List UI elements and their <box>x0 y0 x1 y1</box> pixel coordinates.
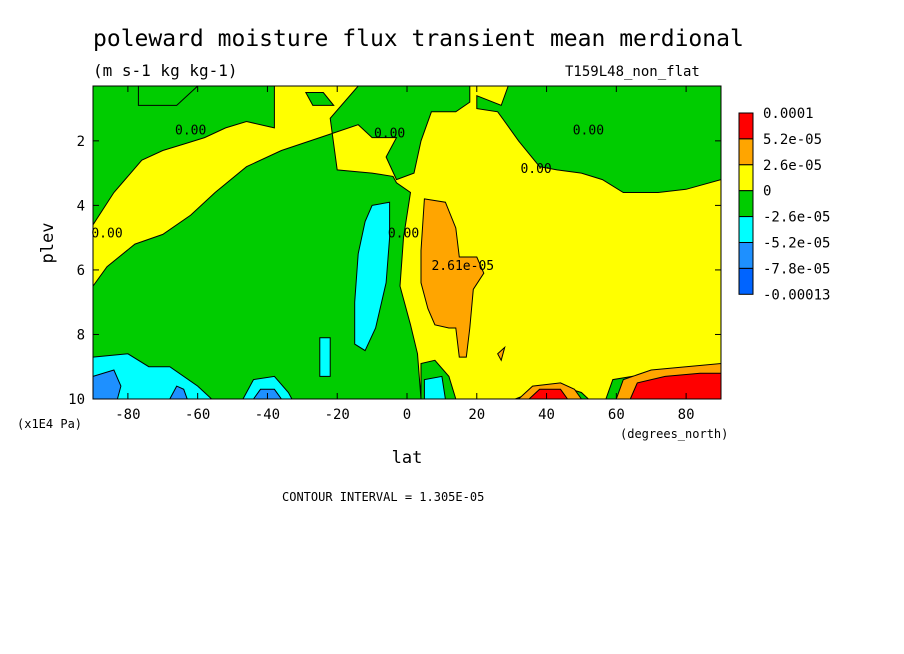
colorbar-label-2: 2.6e-05 <box>763 158 822 174</box>
contour-label-6: 2.61e-05 <box>431 259 494 274</box>
contour-interval: CONTOUR INTERVAL = 1.305E-05 <box>282 490 484 504</box>
colorbar-swatch-4 <box>738 216 754 244</box>
y-tick-label-4: 10 <box>68 392 85 408</box>
colorbar-swatch-0 <box>738 112 754 140</box>
contour-label-0: 0.00 <box>175 123 206 138</box>
chart-units: (m s-1 kg kg-1) <box>93 61 238 80</box>
x-tick-label-0: -80 <box>115 407 140 423</box>
y-axis-units: (x1E4 Pa) <box>17 417 82 431</box>
x-tick-label-5: 20 <box>468 407 485 423</box>
y-tick-label-1: 4 <box>77 198 85 214</box>
contour-label-4: 0.00 <box>91 227 122 242</box>
colorbar-swatch-6 <box>738 267 754 295</box>
x-tick-label-3: -20 <box>325 407 350 423</box>
chart-title: poleward moisture flux transient mean me… <box>93 26 744 52</box>
contour-region-16 <box>420 198 485 358</box>
experiment-label: T159L48_non_flat <box>565 64 700 80</box>
y-tick-label-2: 6 <box>77 263 85 279</box>
contour-region-4 <box>476 85 722 193</box>
colorbar: 0.0001 5.2e-05 2.6e-05 0 -2.6e-05 -5.2e-05 -7.… <box>738 106 830 303</box>
contour-region-0 <box>92 85 275 227</box>
colorbar-label-7: -0.00013 <box>763 287 830 303</box>
colorbar-swatch-2 <box>738 164 754 192</box>
colorbar-label-3: 0 <box>763 184 771 200</box>
x-axis-label: lat <box>392 448 423 468</box>
x-tick-label-2: -40 <box>255 407 280 423</box>
colorbar-label-6: -7.8e-05 <box>763 261 830 277</box>
contour-region-12 <box>423 375 446 400</box>
plot-area: 0.00 0.00 0.00 0.00 0.00 0.00 2.61e-05 -80 -60 -… <box>68 85 722 423</box>
contour-label-2: 0.00 <box>573 123 604 138</box>
x-tick-label-8: 80 <box>678 407 695 423</box>
contour-region-9 <box>319 337 331 377</box>
x-tick-label-6: 40 <box>538 407 555 423</box>
colorbar-swatch-3 <box>738 190 754 218</box>
x-axis-units: (degrees_north) <box>620 427 728 441</box>
contour-region-2 <box>304 92 335 106</box>
colorbar-label-4: -2.6e-05 <box>763 210 830 226</box>
y-axis-label: plev <box>38 223 58 264</box>
y-tick-label-0: 2 <box>77 134 85 150</box>
contour-label-5: 0.00 <box>388 227 419 242</box>
x-tick-label-7: 60 <box>608 407 625 423</box>
y-tick-label-3: 8 <box>77 327 85 343</box>
colorbar-label-0: 0.0001 <box>763 106 814 122</box>
colorbar-swatch-5 <box>738 242 754 269</box>
colorbar-label-5: -5.2e-05 <box>763 236 830 252</box>
contour-region-8 <box>354 201 391 352</box>
contour-label-3: 0.00 <box>520 162 551 177</box>
contour-region-19 <box>497 345 506 362</box>
colorbar-swatch-1 <box>738 138 754 166</box>
x-tick-label-4: 0 <box>403 407 411 423</box>
colorbar-label-1: 5.2e-05 <box>763 132 822 148</box>
contour-label-1: 0.00 <box>374 127 405 142</box>
x-tick-label-1: -60 <box>185 407 210 423</box>
